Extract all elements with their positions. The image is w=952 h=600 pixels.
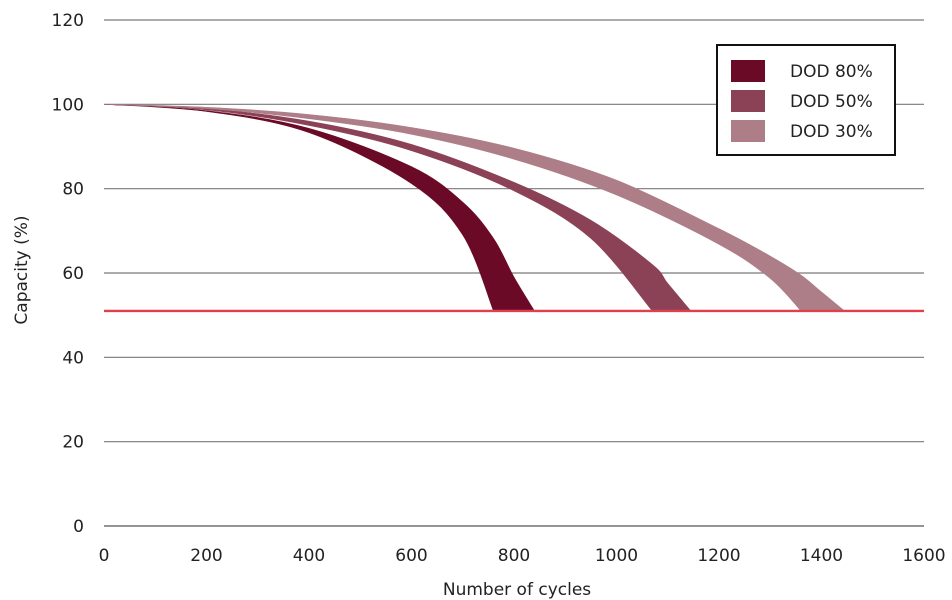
x-tick-label: 1200	[697, 546, 740, 566]
legend-label: DOD 50%	[790, 92, 873, 112]
y-tick-label: 100	[52, 95, 84, 115]
x-tick-label: 0	[99, 546, 110, 566]
band-dod-0	[103, 104, 536, 312]
y-axis-title: Capacity (%)	[12, 215, 32, 324]
x-tick-label: 600	[395, 546, 427, 566]
y-tick-label: 80	[62, 180, 84, 200]
x-tick-label: 1600	[902, 546, 945, 566]
legend-swatch	[731, 90, 765, 112]
y-tick-label: 60	[62, 264, 84, 284]
series-bands	[103, 104, 846, 312]
legend-label: DOD 30%	[790, 122, 873, 142]
y-tick-label: 120	[52, 11, 84, 31]
band-dod-2	[103, 104, 846, 312]
legend: DOD 80% DOD 50% DOD 30%	[716, 44, 896, 156]
legend-label: DOD 80%	[790, 62, 873, 82]
x-tick-label: 400	[293, 546, 325, 566]
x-tick-label: 1400	[800, 546, 843, 566]
x-tick-label: 800	[498, 546, 530, 566]
legend-swatch	[731, 120, 765, 142]
x-tick-label: 200	[190, 546, 222, 566]
x-axis-title: Number of cycles	[443, 580, 591, 600]
band-dod-1	[103, 104, 692, 312]
y-tick-label: 0	[73, 517, 84, 537]
y-tick-label: 20	[62, 433, 84, 453]
x-tick-label: 1000	[595, 546, 638, 566]
legend-swatch	[731, 60, 765, 82]
y-tick-label: 40	[62, 348, 84, 368]
